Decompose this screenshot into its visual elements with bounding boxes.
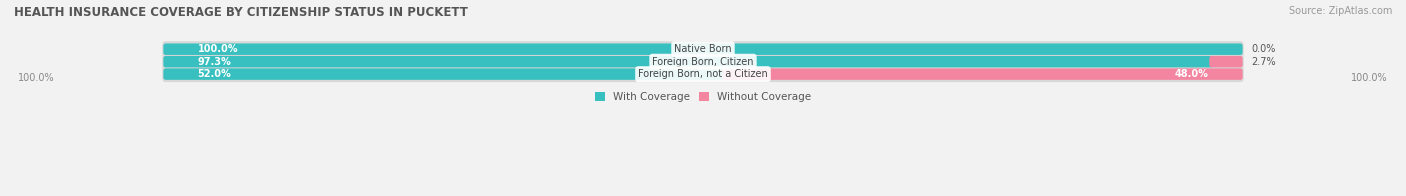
Text: 48.0%: 48.0% [1174, 69, 1208, 79]
Text: HEALTH INSURANCE COVERAGE BY CITIZENSHIP STATUS IN PUCKETT: HEALTH INSURANCE COVERAGE BY CITIZENSHIP… [14, 6, 468, 19]
Text: 100.0%: 100.0% [1351, 73, 1388, 83]
FancyBboxPatch shape [163, 44, 1243, 55]
FancyBboxPatch shape [163, 68, 727, 80]
FancyBboxPatch shape [162, 54, 1244, 70]
Text: Source: ZipAtlas.com: Source: ZipAtlas.com [1288, 6, 1392, 16]
Text: 2.7%: 2.7% [1251, 57, 1275, 67]
Text: 97.3%: 97.3% [198, 57, 232, 67]
Text: Native Born: Native Born [675, 44, 731, 54]
FancyBboxPatch shape [163, 56, 1213, 67]
Text: 52.0%: 52.0% [198, 69, 232, 79]
Text: 0.0%: 0.0% [1251, 44, 1275, 54]
FancyBboxPatch shape [723, 68, 1243, 80]
FancyBboxPatch shape [162, 66, 1244, 82]
Text: 100.0%: 100.0% [198, 44, 238, 54]
Text: 100.0%: 100.0% [18, 73, 55, 83]
FancyBboxPatch shape [1209, 56, 1243, 67]
FancyBboxPatch shape [162, 41, 1244, 57]
Text: Foreign Born, not a Citizen: Foreign Born, not a Citizen [638, 69, 768, 79]
Text: Foreign Born, Citizen: Foreign Born, Citizen [652, 57, 754, 67]
Legend: With Coverage, Without Coverage: With Coverage, Without Coverage [592, 90, 814, 104]
